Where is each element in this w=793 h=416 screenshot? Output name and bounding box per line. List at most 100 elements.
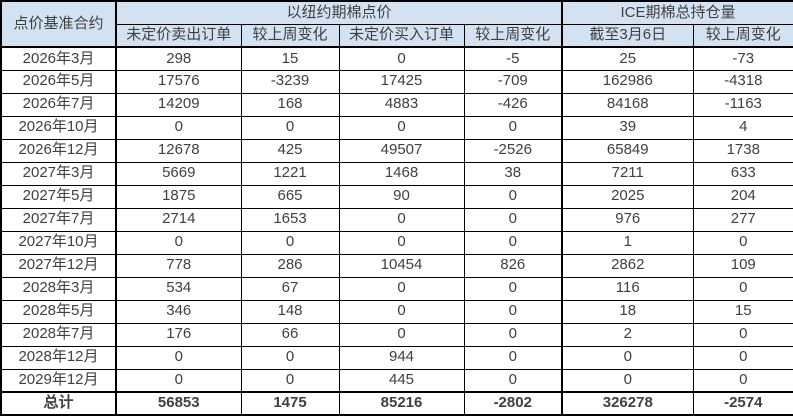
value-cell: 17425 [338, 69, 465, 94]
contract-cell: 2026年3月 [0, 46, 117, 71]
table-header: 点价基准合约 以纽约期棉点价 ICE期棉总持仓量 未定价卖出订单 较上周变化 未… [0, 0, 793, 48]
value-cell: 0 [463, 276, 564, 301]
table-row: 2027年12月 778 286 10454 826 2862 109 [0, 253, 793, 278]
contract-cell: 2027年12月 [0, 253, 117, 278]
value-cell: 85216 [338, 391, 465, 416]
value-cell: 1875 [115, 184, 242, 209]
value-cell: 66 [240, 322, 340, 347]
value-cell: 0 [338, 230, 465, 255]
value-cell: 0 [463, 207, 564, 232]
contract-cell: 2026年7月 [0, 92, 117, 117]
column-header-unpriced-sell-orders: 未定价卖出订单 [115, 23, 242, 48]
value-cell: 0 [692, 368, 793, 393]
contract-cell: 2027年7月 [0, 207, 117, 232]
value-cell: 49507 [338, 138, 465, 163]
value-cell: 15 [692, 299, 793, 324]
value-cell: 778 [115, 253, 242, 278]
value-cell: 0 [463, 230, 564, 255]
value-cell: 1653 [240, 207, 340, 232]
total-row: 总计 56853 1475 85216 -2802 326278 -2574 [0, 391, 793, 416]
value-cell: -1163 [692, 92, 793, 117]
value-cell: 944 [338, 345, 465, 370]
value-cell: 0 [240, 230, 340, 255]
value-cell: 17576 [115, 69, 242, 94]
value-cell: 286 [240, 253, 340, 278]
table-row: 2026年10月 0 0 0 0 39 4 [0, 115, 793, 140]
value-cell: 0 [463, 299, 564, 324]
value-cell: 0 [240, 368, 340, 393]
ny-cotton-group-header: 以纽约期棉点价 [115, 0, 564, 25]
value-cell: 1468 [338, 161, 465, 186]
column-header-wow-change-sell: 较上周变化 [240, 23, 340, 48]
column-header-wow-change-buy: 较上周变化 [463, 23, 564, 48]
value-cell: 277 [692, 207, 793, 232]
table-row: 2028年12月 0 0 944 0 0 0 [0, 345, 793, 370]
contract-cell: 2028年5月 [0, 299, 117, 324]
value-cell: 10454 [338, 253, 465, 278]
value-cell: 0 [692, 276, 793, 301]
value-cell: -3239 [240, 69, 340, 94]
value-cell: 162986 [561, 69, 694, 94]
value-cell: 4883 [338, 92, 465, 117]
value-cell: 346 [115, 299, 242, 324]
contract-cell: 2027年3月 [0, 161, 117, 186]
table-row: 2028年3月 534 67 0 0 116 0 [0, 276, 793, 301]
value-cell: 0 [692, 345, 793, 370]
value-cell: 0 [463, 345, 564, 370]
table-row: 2028年7月 176 66 0 0 2 0 [0, 322, 793, 347]
value-cell: 56853 [115, 391, 242, 416]
value-cell: 14209 [115, 92, 242, 117]
value-cell: 12678 [115, 138, 242, 163]
value-cell: -4318 [692, 69, 793, 94]
value-cell: 84168 [561, 92, 694, 117]
value-cell: 116 [561, 276, 694, 301]
value-cell: 1221 [240, 161, 340, 186]
value-cell: 109 [692, 253, 793, 278]
value-cell: 1475 [240, 391, 340, 416]
contract-cell: 2027年5月 [0, 184, 117, 209]
value-cell: 5669 [115, 161, 242, 186]
value-cell: 0 [692, 230, 793, 255]
value-cell: 0 [463, 322, 564, 347]
value-cell: 0 [561, 368, 694, 393]
value-cell: 0 [338, 207, 465, 232]
table-row: 2028年5月 346 148 0 0 18 15 [0, 299, 793, 324]
value-cell: 665 [240, 184, 340, 209]
contract-cell: 2029年12月 [0, 368, 117, 393]
value-cell: 0 [463, 115, 564, 140]
value-cell: 67 [240, 276, 340, 301]
table-row: 2027年5月 1875 665 90 0 2025 204 [0, 184, 793, 209]
value-cell: 0 [338, 299, 465, 324]
value-cell: 0 [463, 368, 564, 393]
contract-cell: 2028年12月 [0, 345, 117, 370]
table-row: 2027年10月 0 0 0 0 1 0 [0, 230, 793, 255]
table-row: 2026年3月 298 15 0 -5 25 -73 [0, 46, 793, 71]
table-row: 2026年5月 17576 -3239 17425 -709 162986 -4318 [0, 69, 793, 94]
column-header-unpriced-buy-orders: 未定价买入订单 [338, 23, 465, 48]
value-cell: 1 [561, 230, 694, 255]
value-cell: 0 [561, 345, 694, 370]
value-cell: -709 [463, 69, 564, 94]
value-cell: -73 [692, 46, 793, 71]
value-cell: 38 [463, 161, 564, 186]
value-cell: 0 [338, 115, 465, 140]
value-cell: 976 [561, 207, 694, 232]
value-cell: 7211 [561, 161, 694, 186]
value-cell: 0 [115, 345, 242, 370]
value-cell: 0 [115, 230, 242, 255]
table-row: 2026年12月 12678 425 49507 -2526 65849 1738 [0, 138, 793, 163]
value-cell: 445 [338, 368, 465, 393]
value-cell: 15 [240, 46, 340, 71]
value-cell: -2526 [463, 138, 564, 163]
value-cell: 25 [561, 46, 694, 71]
contract-cell: 2028年3月 [0, 276, 117, 301]
value-cell: 0 [240, 345, 340, 370]
value-cell: 0 [115, 115, 242, 140]
column-header-wow-change-oi: 较上周变化 [692, 23, 793, 48]
ice-open-interest-group-header: ICE期棉总持仓量 [561, 0, 793, 25]
contract-cell: 2028年7月 [0, 322, 117, 347]
value-cell: 298 [115, 46, 242, 71]
contract-cell: 2027年10月 [0, 230, 117, 255]
table-row: 2029年12月 0 0 445 0 0 0 [0, 368, 793, 393]
